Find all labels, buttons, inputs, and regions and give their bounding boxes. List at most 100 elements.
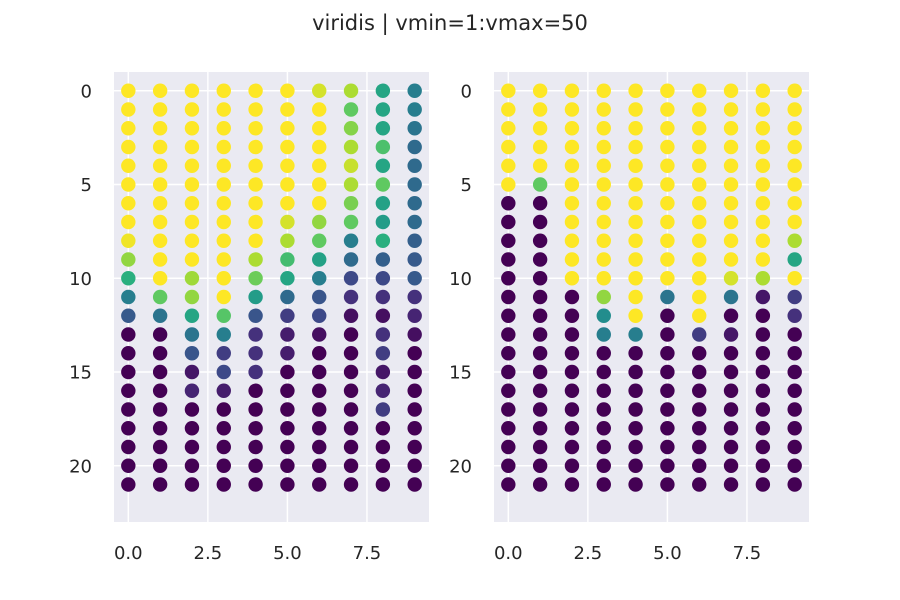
- scatter-point: [375, 139, 391, 155]
- scatter-point: [152, 383, 168, 398]
- scatter-point: [312, 308, 327, 323]
- scatter-point: [312, 214, 327, 230]
- scatter-point: [121, 383, 136, 398]
- scatter-point: [280, 421, 295, 436]
- scatter-point: [121, 177, 136, 192]
- scatter-point: [564, 121, 580, 136]
- x-tick-label: 5.0: [653, 543, 682, 564]
- y-tick-label: 10: [69, 269, 92, 290]
- scatter-point: [343, 158, 359, 173]
- scatter-point: [121, 271, 136, 286]
- scatter-point: [532, 121, 548, 136]
- scatter-point: [375, 458, 391, 473]
- scatter-point: [755, 308, 771, 323]
- scatter-point: [628, 177, 643, 192]
- scatter-point: [501, 346, 516, 361]
- scatter-point: [121, 252, 136, 267]
- scatter-point: [564, 308, 580, 323]
- scatter-point: [755, 289, 771, 305]
- scatter-point: [375, 158, 391, 173]
- scatter-point: [184, 196, 200, 211]
- scatter-point: [692, 402, 707, 417]
- scatter-point: [248, 402, 263, 417]
- scatter-point: [787, 477, 802, 492]
- scatter-point: [184, 177, 200, 192]
- scatter-point: [407, 477, 422, 492]
- scatter-point: [216, 83, 231, 98]
- scatter-point: [343, 439, 359, 455]
- scatter-point: [692, 477, 707, 492]
- scatter-point: [407, 102, 422, 117]
- scatter-point: [596, 158, 611, 173]
- scatter-point: [596, 196, 611, 211]
- scatter-point: [723, 364, 739, 380]
- scatter-point: [152, 139, 168, 155]
- scatter-point: [755, 439, 771, 455]
- scatter-point: [407, 458, 422, 473]
- scatter-point: [564, 346, 580, 361]
- scatter-point: [280, 402, 295, 417]
- scatter-point: [660, 102, 675, 117]
- scatter-point: [216, 458, 231, 473]
- scatter-point: [407, 196, 422, 211]
- scatter-point: [755, 364, 771, 380]
- scatter-point: [723, 421, 739, 436]
- scatter-point: [692, 327, 707, 342]
- scatter-point: [564, 421, 580, 436]
- scatter-point: [343, 102, 359, 117]
- scatter-point: [692, 252, 707, 267]
- scatter-point: [248, 346, 263, 361]
- scatter-point: [375, 83, 391, 98]
- scatter-point: [152, 196, 168, 211]
- scatter-point: [184, 102, 200, 117]
- y-tick-label: 15: [449, 363, 472, 384]
- scatter-point: [787, 364, 802, 380]
- scatter-point: [755, 327, 771, 342]
- scatter-point: [407, 421, 422, 436]
- scatter-point: [280, 271, 295, 286]
- scatter-point: [375, 289, 391, 305]
- scatter-point: [375, 346, 391, 361]
- scatter-point: [723, 233, 739, 248]
- scatter-point: [755, 233, 771, 248]
- scatter-point: [692, 421, 707, 436]
- y-tick-label: 0: [81, 81, 92, 102]
- scatter-point: [787, 289, 802, 305]
- scatter-point: [184, 233, 200, 248]
- scatter-point: [564, 383, 580, 398]
- x-tick-label: 5.0: [273, 543, 302, 564]
- scatter-point: [280, 477, 295, 492]
- scatter-point: [660, 458, 675, 473]
- scatter-point: [280, 458, 295, 473]
- scatter-point: [184, 158, 200, 173]
- scatter-point: [501, 308, 516, 323]
- scatter-point: [152, 308, 168, 323]
- scatter-point: [532, 271, 548, 286]
- scatter-point: [407, 289, 422, 305]
- scatter-point: [755, 158, 771, 173]
- scatter-point: [692, 458, 707, 473]
- scatter-point: [343, 327, 359, 342]
- scatter-point: [628, 458, 643, 473]
- scatter-point: [692, 289, 707, 305]
- scatter-point: [216, 233, 231, 248]
- scatter-point: [375, 421, 391, 436]
- scatter-point: [532, 327, 548, 342]
- scatter-point: [152, 364, 168, 380]
- scatter-point: [596, 233, 611, 248]
- scatter-point: [755, 346, 771, 361]
- scatter-point: [628, 327, 643, 342]
- scatter-point: [596, 364, 611, 380]
- scatter-point: [248, 308, 263, 323]
- scatter-point: [343, 383, 359, 398]
- scatter-point: [723, 308, 739, 323]
- scatter-point: [312, 421, 327, 436]
- scatter-point: [312, 121, 327, 136]
- scatter-point: [280, 196, 295, 211]
- y-tick-label: 10: [449, 269, 472, 290]
- scatter-point: [152, 458, 168, 473]
- scatter-point: [343, 214, 359, 230]
- y-tick-label: 20: [449, 456, 472, 477]
- scatter-point: [152, 177, 168, 192]
- scatter-point: [280, 383, 295, 398]
